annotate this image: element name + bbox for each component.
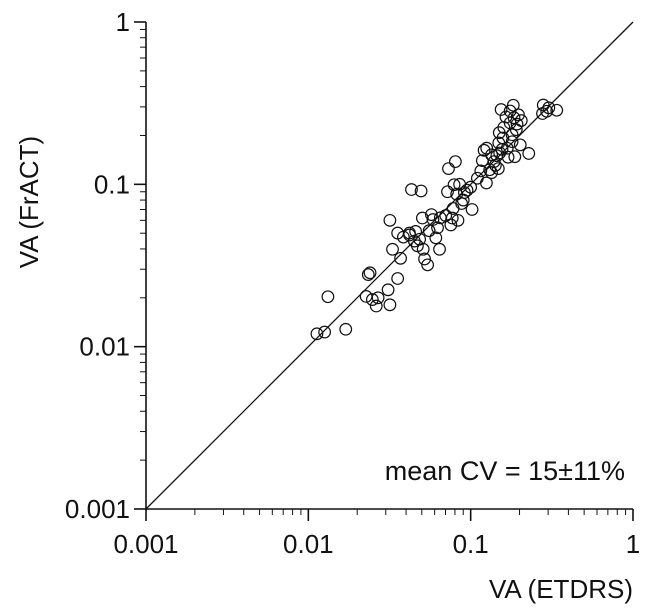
data-point (433, 242, 446, 256)
data-point (460, 183, 474, 197)
data-point (444, 218, 458, 232)
data-point (465, 203, 479, 216)
data-point (488, 158, 502, 172)
data-point (464, 180, 478, 194)
data-point (363, 266, 377, 280)
data-point (442, 162, 455, 176)
data-point (513, 138, 527, 152)
data-point (512, 108, 525, 122)
data-point (365, 293, 379, 306)
data-point (371, 291, 385, 305)
y-tick-label: 0.01 (79, 332, 130, 362)
data-point (514, 114, 528, 127)
y-axis-label: VA (FrACT) (14, 136, 44, 268)
y-tick-label: 0.1 (94, 169, 130, 199)
data-point (550, 103, 564, 117)
data-point (369, 299, 383, 313)
axis-ticks (134, 21, 634, 521)
data-point (451, 213, 465, 227)
data-point (485, 166, 498, 180)
plot-area: 0.001 0.01 0.1 1 0.001 0.01 0.1 1 (65, 7, 640, 559)
data-point (447, 178, 461, 192)
data-point (383, 298, 397, 312)
data-point (425, 208, 438, 221)
data-point (416, 242, 430, 256)
data-point (405, 183, 418, 196)
data-point (494, 103, 508, 116)
data-point (477, 143, 491, 157)
data-point (441, 185, 454, 199)
data-point (448, 155, 462, 169)
data-point (510, 117, 524, 131)
data-point (500, 141, 514, 155)
data-point (361, 268, 375, 281)
data-point (542, 101, 556, 115)
data-point (310, 327, 324, 341)
data-point (493, 146, 507, 160)
data-point (318, 325, 332, 339)
data-points (310, 98, 564, 341)
data-point (497, 121, 511, 134)
data-point (421, 258, 435, 272)
data-point (429, 231, 443, 245)
data-point (522, 147, 536, 160)
data-point (418, 252, 431, 266)
data-point (491, 162, 505, 176)
data-point (479, 176, 493, 190)
data-point (381, 283, 395, 297)
x-tick-label: 0.001 (113, 529, 178, 559)
data-point (391, 272, 405, 285)
x-axis-label: VA (ETDRS) (489, 574, 633, 604)
identity-line (145, 21, 634, 510)
x-tick-label: 0.1 (453, 529, 489, 559)
data-point (415, 211, 429, 225)
x-tick-label: 1 (626, 529, 640, 559)
data-point (431, 221, 444, 235)
data-point (480, 141, 494, 155)
data-point (540, 104, 554, 118)
data-point (339, 322, 353, 336)
data-point (501, 150, 515, 164)
y-tick-label: 1 (116, 7, 130, 37)
data-point (506, 98, 520, 112)
data-point (445, 211, 459, 225)
y-tick-label: 0.001 (65, 494, 130, 524)
cv-annotation: mean CV = 15±11% (385, 456, 625, 486)
data-point (321, 290, 335, 304)
data-point (508, 150, 522, 164)
data-point (505, 135, 519, 149)
x-tick-label: 0.01 (283, 529, 334, 559)
data-point (409, 224, 423, 238)
data-point (386, 242, 399, 256)
data-point (383, 213, 397, 227)
data-point (414, 184, 428, 198)
axis-tick-labels: 0.001 0.01 0.1 1 0.001 0.01 0.1 1 (65, 7, 640, 559)
data-point (422, 224, 436, 238)
data-point (394, 251, 407, 265)
data-point (426, 213, 440, 226)
